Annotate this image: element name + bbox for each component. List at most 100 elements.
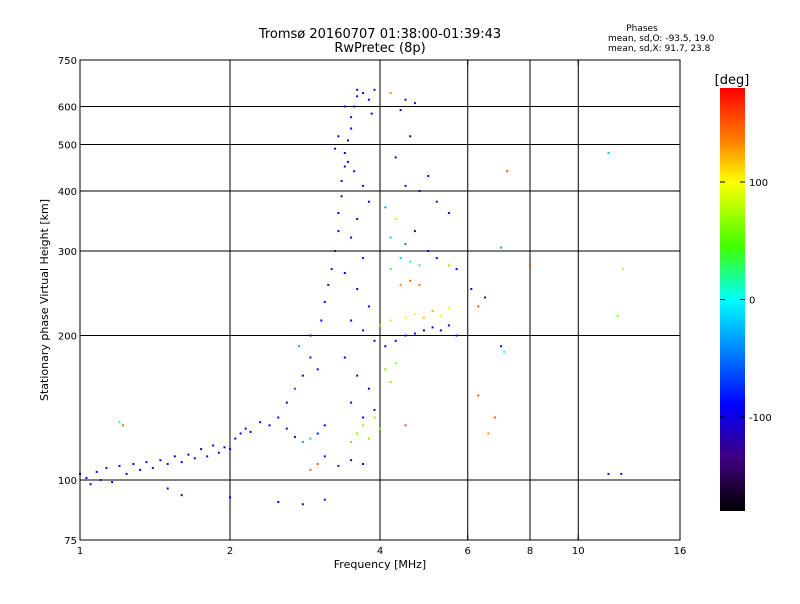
data-point — [362, 329, 365, 332]
data-point — [427, 175, 430, 177]
data-point — [244, 427, 247, 430]
data-point — [316, 463, 319, 465]
data-point — [309, 334, 312, 337]
data-point — [259, 421, 262, 424]
data-point — [493, 416, 496, 419]
data-point — [193, 457, 196, 460]
data-point — [367, 437, 370, 440]
data-point — [166, 487, 169, 490]
x-tick-label: 16 — [674, 546, 687, 557]
data-point — [343, 165, 346, 168]
data-point — [616, 314, 619, 317]
data-point — [620, 472, 623, 475]
data-point — [350, 401, 353, 404]
data-point — [404, 316, 407, 319]
y-tick-label: 600 — [58, 103, 77, 114]
data-point — [356, 432, 359, 435]
data-point — [99, 479, 102, 481]
data-point — [337, 464, 340, 467]
data-point — [367, 387, 370, 390]
data-point — [320, 319, 323, 322]
data-point — [399, 109, 402, 111]
x-tick-label: 8 — [527, 546, 533, 557]
data-point — [229, 496, 231, 499]
x-axis-label: Frequency [MHz] — [334, 558, 426, 571]
data-point — [301, 503, 304, 506]
data-point — [200, 448, 203, 451]
data-point — [173, 455, 176, 458]
data-point — [330, 268, 333, 271]
data-point — [435, 200, 438, 203]
data-point — [105, 466, 108, 469]
data-point — [118, 464, 121, 467]
data-point — [362, 416, 365, 419]
data-point — [607, 152, 610, 154]
data-point — [151, 466, 154, 469]
data-point — [367, 305, 370, 308]
data-point — [389, 381, 392, 384]
data-point — [180, 461, 183, 464]
data-point — [347, 160, 349, 163]
data-point — [389, 92, 392, 95]
x-tick-label: 2 — [227, 546, 233, 557]
x-axis-ticks: 1 2 4 6 8 10 16 — [77, 60, 687, 557]
data-point — [353, 105, 356, 108]
data-point — [350, 127, 353, 130]
data-point — [418, 283, 421, 286]
data-point — [350, 459, 353, 462]
y-tick-label: 400 — [58, 187, 77, 198]
data-point — [427, 250, 430, 252]
data-point — [413, 230, 416, 233]
data-point — [268, 424, 271, 427]
data-point — [337, 135, 340, 138]
data-point — [301, 374, 304, 377]
data-point — [343, 272, 346, 274]
data-point — [166, 463, 169, 465]
data-point — [337, 230, 340, 233]
data-point — [277, 501, 280, 503]
data-point — [500, 246, 503, 249]
data-point — [470, 288, 473, 290]
data-point — [206, 455, 209, 458]
x-tick-label: 1 — [77, 546, 83, 557]
data-point — [343, 105, 346, 108]
data-point — [487, 432, 490, 435]
data-point — [373, 88, 376, 91]
data-point — [389, 268, 392, 271]
data-point — [379, 427, 381, 430]
data-point — [343, 152, 346, 154]
data-point — [353, 170, 356, 173]
data-point — [367, 200, 370, 203]
data-point — [484, 296, 487, 299]
data-point — [347, 139, 349, 142]
chart-subtitle: RwPretec (8p) — [334, 41, 425, 56]
data-point — [370, 112, 373, 115]
data-point — [394, 217, 397, 220]
data-point — [337, 212, 340, 214]
phase-line-o: mean, sd,O: -93.5, 19.0 — [608, 34, 715, 44]
data-point — [249, 430, 252, 433]
data-point — [362, 257, 365, 260]
grid-lines — [80, 60, 680, 540]
data-point — [343, 356, 346, 359]
data-point — [399, 283, 402, 286]
data-point — [293, 435, 296, 438]
data-point — [340, 195, 343, 198]
data-point — [122, 424, 124, 427]
y-tick-label: 100 — [58, 476, 77, 487]
data-point — [384, 206, 387, 209]
data-points — [79, 88, 625, 506]
data-point — [89, 483, 92, 486]
data-point — [394, 156, 397, 159]
x-tick-label: 6 — [465, 546, 471, 557]
data-point — [455, 334, 458, 337]
data-point — [404, 184, 407, 187]
data-point — [435, 257, 438, 260]
data-point — [384, 345, 387, 348]
y-tick-label: 200 — [58, 332, 77, 343]
data-point — [367, 98, 370, 101]
data-point — [223, 446, 226, 449]
data-point — [111, 481, 114, 484]
data-point — [379, 324, 381, 327]
data-point — [409, 260, 412, 263]
